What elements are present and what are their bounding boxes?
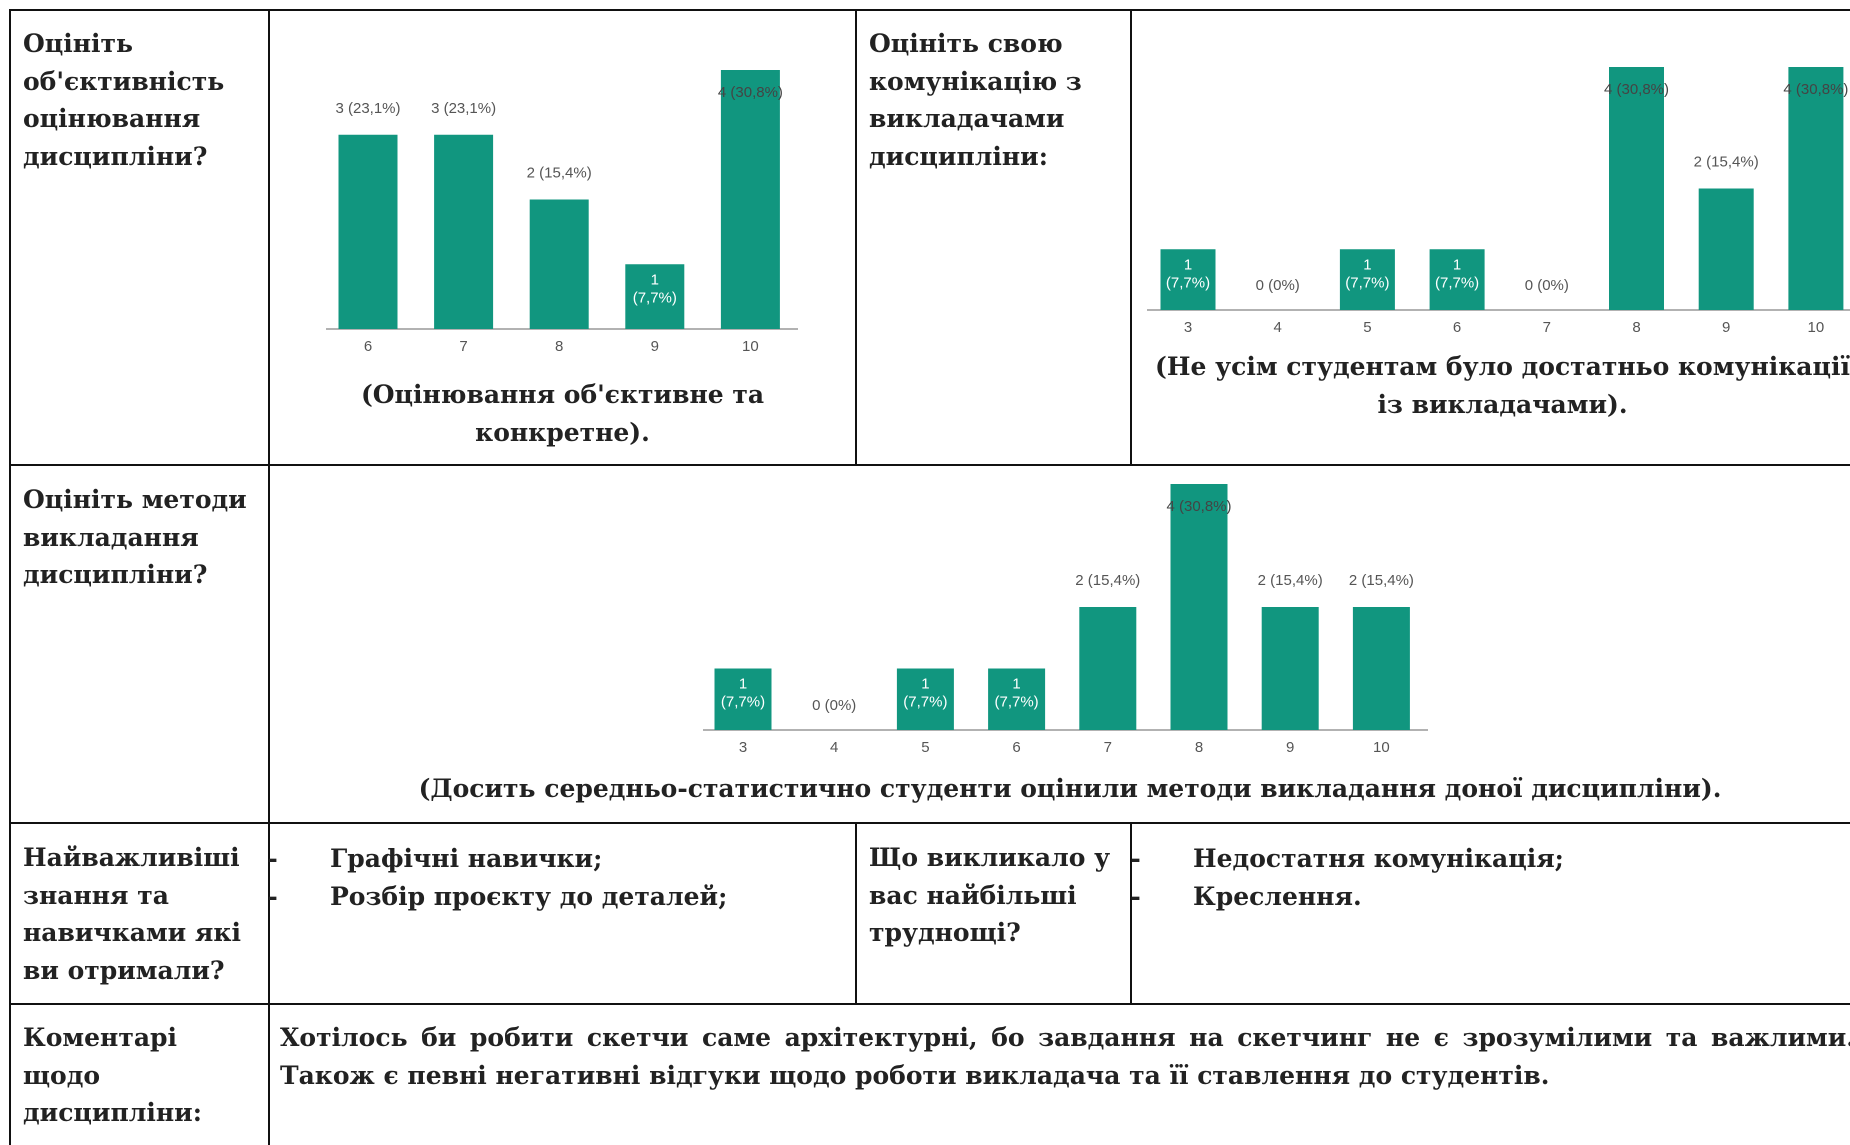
bar [1609, 67, 1664, 310]
x-tick-label: 8 [1195, 739, 1203, 756]
value-label: 2 (15,4%) [527, 165, 592, 182]
bar [1352, 607, 1410, 730]
value-label: 1 (7,7%) [721, 676, 765, 711]
x-tick-label: 5 [1363, 319, 1371, 336]
bar [625, 264, 685, 329]
value-label: 3 (23,1%) [431, 100, 496, 117]
x-tick-label: 9 [1722, 319, 1730, 336]
list-item: Графічні навички; [330, 840, 890, 878]
question: Оцініть об'єктивність оцінювання дисципл… [23, 29, 225, 171]
x-tick-label: 10 [1373, 739, 1390, 756]
x-tick-label: 6 [1012, 739, 1020, 756]
value-label: 1 (7,7%) [1435, 256, 1479, 291]
note: (Не усім студентам було достатньо комуні… [1155, 352, 1850, 419]
x-tick-label: 9 [1286, 739, 1294, 756]
value-label: 2 (15,4%) [1075, 572, 1140, 589]
bar [1339, 249, 1395, 310]
bar [720, 70, 780, 329]
question: Оцініть свою комунікацію з викладачами д… [869, 29, 1082, 171]
bar [988, 668, 1046, 730]
question: Коментарі щодо дисципліни: [23, 1023, 202, 1127]
value-label: 1 (7,7%) [1166, 256, 1210, 291]
x-tick-label: 3 [1184, 319, 1192, 336]
bar [714, 668, 772, 730]
question: Що викликало у вас найбільші труднощі? [869, 843, 1111, 947]
value-label: 3 (23,1%) [335, 100, 400, 117]
value-label: 4 (30,8%) [1604, 81, 1669, 98]
bar [1261, 607, 1319, 730]
value-label: 1 (7,7%) [903, 676, 947, 711]
bar [1429, 249, 1485, 310]
list: Недостатня комунікація; Креслення. [1143, 840, 1850, 916]
bar [1170, 484, 1228, 730]
value-label: 2 (15,4%) [1694, 154, 1759, 171]
x-tick-label: 6 [364, 338, 372, 355]
value-label: 4 (30,8%) [718, 84, 783, 101]
bar [896, 668, 954, 730]
x-tick-label: 9 [651, 338, 659, 355]
note: (Оцінювання об'єктивне та конкретне). [360, 380, 765, 447]
bar [1698, 188, 1754, 310]
x-tick-label: 4 [1274, 319, 1282, 336]
cell [268, 1003, 1850, 1145]
x-tick-label: 8 [555, 338, 563, 355]
value-label: 4 (30,8%) [1166, 498, 1231, 515]
value-label: 4 (30,8%) [1783, 81, 1848, 98]
bar [1079, 607, 1137, 730]
value-label: 2 (15,4%) [1349, 572, 1414, 589]
x-tick-label: 7 [459, 338, 467, 355]
list-item: Недостатня комунікація; [1193, 840, 1850, 878]
bar [1788, 67, 1844, 310]
x-tick-label: 8 [1632, 319, 1640, 336]
value-label: 1 (7,7%) [1345, 256, 1389, 291]
bar [1160, 249, 1216, 310]
x-tick-label: 6 [1453, 319, 1461, 336]
value-label: 1 (7,7%) [633, 271, 677, 306]
question: Найважливіші знання та навичками які ви … [23, 843, 241, 985]
value-label: 2 (15,4%) [1258, 572, 1323, 589]
comment: Хотілось би робити скетчи саме архітекту… [280, 1023, 1850, 1090]
x-tick-label: 5 [921, 739, 929, 756]
question: Оцініть методи викладання дисципліни? [23, 485, 247, 589]
value-label: 0 (0%) [1525, 277, 1569, 294]
value-label: 0 (0%) [812, 697, 856, 714]
list: Графічні навички; Розбір проєкту до дета… [280, 840, 890, 916]
bar [529, 199, 589, 329]
list-item: Креслення. [1193, 878, 1850, 916]
value-label: 0 (0%) [1256, 277, 1300, 294]
x-tick-label: 7 [1104, 739, 1112, 756]
note: (Досить середньо-статистично студенти оц… [418, 774, 1722, 803]
list-item: Розбір проєкту до деталей; [330, 878, 890, 916]
bar [434, 134, 494, 329]
x-tick-label: 4 [830, 739, 838, 756]
x-tick-label: 10 [742, 338, 759, 355]
bar [338, 134, 398, 329]
x-tick-label: 7 [1543, 319, 1551, 336]
value-label: 1 (7,7%) [995, 676, 1039, 711]
x-tick-label: 10 [1808, 319, 1825, 336]
x-tick-label: 3 [739, 739, 747, 756]
